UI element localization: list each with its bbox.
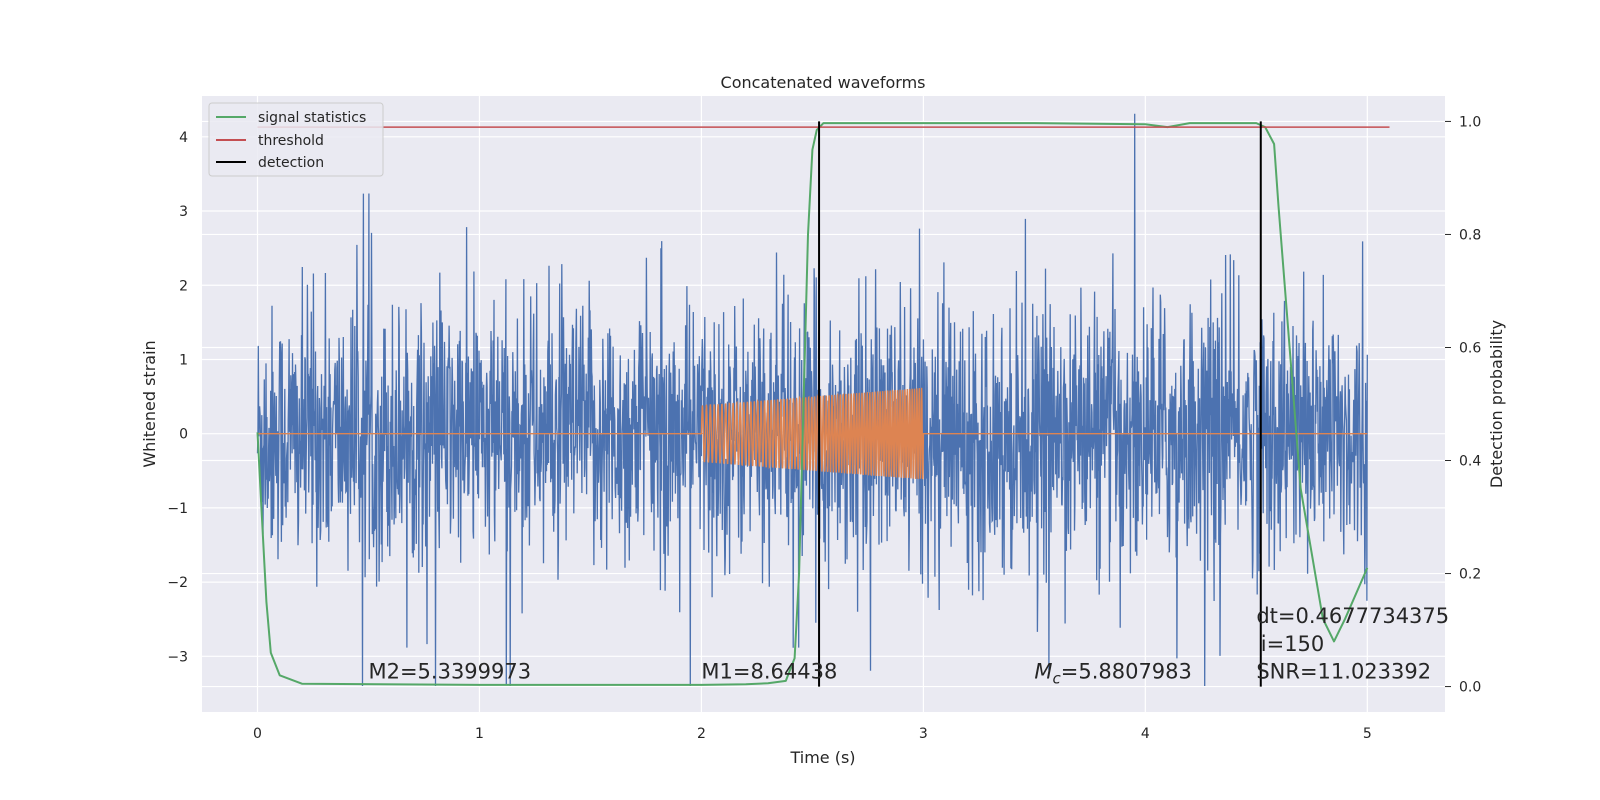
y-tick-label: 2 [179, 278, 188, 294]
legend-label-detection: detection [258, 155, 324, 171]
x-tick-label: 5 [1363, 726, 1372, 742]
legend: signal statistics threshold detection [208, 102, 384, 177]
signal-statistics-series [256, 122, 1369, 686]
y-tick-label: −2 [167, 575, 188, 591]
y2-tick-label: 0.2 [1459, 567, 1481, 583]
annotation-text: SNR=11.023392 [1256, 660, 1431, 684]
annotation-text: dt=0.4677734375 [1256, 604, 1449, 628]
y-tick-label: 1 [179, 352, 188, 368]
annotation-text: M1=8.64438 [701, 660, 837, 684]
y-tick-label: 3 [179, 204, 188, 220]
y-tick-label: 0 [179, 427, 188, 443]
axis-ticks: 0 1 2 3 4 5 −3 −2 −1 0 1 2 3 4 0.0 0.2 0.4 0.6 0.8 1.0 [167, 114, 1481, 742]
annotation-text: M2=5.3399973 [368, 660, 531, 684]
y-tick-label: −3 [167, 649, 188, 665]
x-tick-label: 1 [475, 726, 484, 742]
x-axis-title: Time (s) [789, 748, 855, 767]
annotations: M2=5.3399973 M1=8.64438 Mc=5.8807983 dt=0.4… [368, 604, 1449, 688]
y2-tick-label: 0.8 [1459, 227, 1481, 243]
chirp-line [257, 387, 1368, 480]
y2-tick-label: 0.0 [1459, 680, 1481, 696]
y-tick-label: 4 [179, 130, 188, 146]
y2-tick-label: 0.6 [1459, 340, 1481, 356]
y-tick-label: −1 [167, 501, 188, 517]
y-axis-title: Whitened strain [140, 340, 159, 467]
annotation-text: i=150 [1261, 632, 1325, 656]
y2-tick-label: 1.0 [1459, 114, 1481, 130]
y2-axis-title: Detection probability [1487, 320, 1506, 488]
detection-series [818, 121, 1262, 687]
x-tick-label: 3 [919, 726, 928, 742]
legend-label-signal-statistics: signal statistics [258, 110, 366, 126]
annotation-text: Mc=5.8807983 [1034, 660, 1192, 688]
signal-statistics-line [256, 122, 1369, 686]
x-tick-label: 4 [1141, 726, 1150, 742]
legend-box [208, 102, 384, 177]
y2-tick-label: 0.4 [1459, 454, 1481, 470]
x-tick-label: 2 [697, 726, 706, 742]
chart-title: Concatenated waveforms [721, 73, 926, 92]
legend-label-threshold: threshold [258, 133, 324, 149]
x-tick-label: 0 [253, 726, 262, 742]
chirp-series [257, 387, 1368, 480]
